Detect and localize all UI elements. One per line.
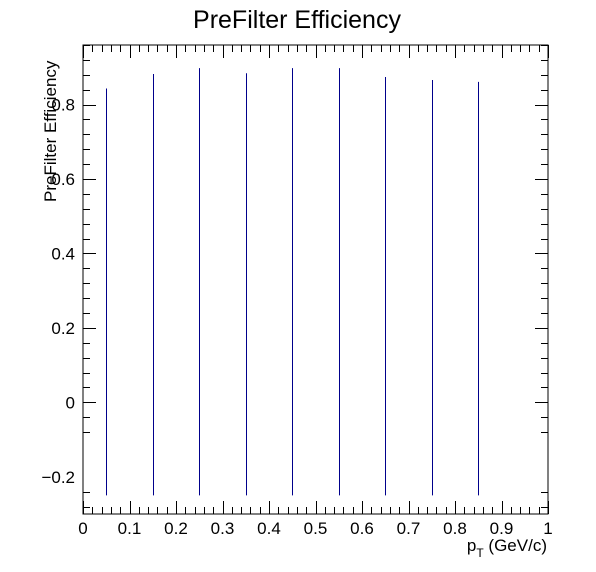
- x-tick-label: 0.9: [490, 519, 514, 538]
- y-axis-tick-labels: −0.2 0 0.2 0.4 0.6 0.8: [41, 96, 75, 487]
- x-axis-title-subscript: T: [476, 546, 484, 560]
- x-tick-label: 0: [78, 519, 87, 538]
- chart-title: PreFilter Efficiency: [193, 6, 401, 34]
- x-tick-label: 1: [543, 519, 552, 538]
- x-tick-label: 0.1: [118, 519, 142, 538]
- y-tick-label: 0.2: [51, 319, 75, 338]
- x-tick-label: 0.2: [164, 519, 188, 538]
- x-axis-title-main: p: [467, 536, 476, 555]
- x-tick-label: 0.7: [397, 519, 421, 538]
- y-tick-label: 0.6: [51, 170, 75, 189]
- y-axis-ticks: [83, 45, 548, 508]
- x-tick-label: 0.3: [211, 519, 235, 538]
- x-axis-tick-labels: 0 0.1 0.2 0.3 0.4 0.5 0.6 0.7 0.8 0.9 1: [78, 519, 552, 538]
- x-tick-label: 0.5: [304, 519, 328, 538]
- data-bars: [106, 68, 479, 496]
- y-tick-label: 0.8: [51, 96, 75, 115]
- x-axis-title-unit: (GeV/c): [484, 536, 547, 555]
- x-tick-label: 0.4: [257, 519, 281, 538]
- y-tick-label: 0.4: [51, 244, 75, 263]
- x-tick-label: 0.6: [350, 519, 374, 538]
- x-axis-title: pT (GeV/c): [467, 536, 547, 560]
- y-tick-label: −0.2: [41, 468, 75, 487]
- y-tick-label: 0: [66, 393, 75, 412]
- plot-frame: [82, 44, 549, 515]
- x-axis-ticks: [83, 45, 549, 514]
- x-tick-label: 0.8: [443, 519, 467, 538]
- y-axis-title: PreFilter Efficiency: [41, 60, 60, 202]
